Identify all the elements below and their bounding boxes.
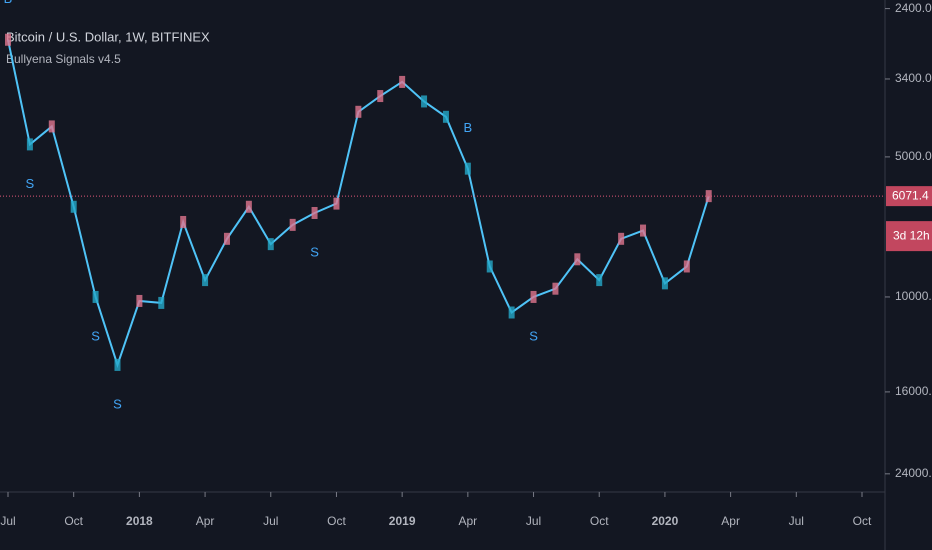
candle (442, 110, 449, 123)
candle (596, 274, 603, 287)
candle (640, 224, 647, 237)
candle (618, 232, 625, 245)
x-tick-label: Oct (590, 514, 609, 528)
candle (5, 33, 11, 46)
price-tag-label: 6071.4 (892, 188, 929, 202)
signal-label: B (4, 0, 13, 6)
x-tick-label: Oct (327, 514, 346, 528)
candle (311, 206, 318, 219)
candle (486, 260, 493, 273)
candle (267, 238, 274, 251)
x-tick-label: Jul (789, 514, 804, 528)
price-tag (886, 186, 932, 207)
signal-label: B (464, 120, 473, 135)
signal-label: S (310, 244, 319, 259)
x-tick-label: Apr (196, 514, 215, 528)
candle (180, 215, 187, 228)
candle (683, 260, 690, 273)
candle (355, 105, 362, 118)
candle (114, 358, 121, 371)
x-tick-label: Oct (853, 514, 872, 528)
candle (26, 138, 33, 151)
candle (289, 218, 296, 231)
countdown-label: 3d 12h (893, 228, 930, 242)
signal-label: S (529, 328, 538, 343)
signal-label: S (26, 176, 35, 191)
x-tick-label: 2019 (389, 514, 416, 528)
candle (202, 274, 209, 287)
y-tick-label: 5000.0 (895, 149, 932, 163)
x-tick-label: Apr (459, 514, 478, 528)
signal-label: S (91, 328, 100, 343)
x-tick-label: Oct (64, 514, 83, 528)
candle (48, 120, 55, 133)
candle (158, 296, 165, 309)
countdown-tag (886, 221, 932, 252)
chart-title: Bitcoin / U.S. Dollar, 1W, BITFINEX (6, 29, 210, 44)
x-tick-label: Jul (263, 514, 278, 528)
candle (574, 253, 581, 266)
x-tick-label: Apr (721, 514, 740, 528)
candle (399, 75, 406, 88)
indicator-name: Bullyena Signals v4.5 (6, 52, 121, 66)
candle (92, 290, 99, 303)
candle (530, 290, 537, 303)
candle (223, 232, 230, 245)
candle (245, 200, 252, 213)
y-tick-label: 24000.0 (895, 466, 932, 480)
x-tick-label: Jul (0, 514, 15, 528)
candle (70, 200, 77, 213)
candle (552, 282, 559, 295)
candle (661, 277, 668, 290)
candle (508, 306, 515, 319)
signal-label: S (113, 396, 122, 411)
y-tick-label: 10000.0 (895, 289, 932, 303)
candle (421, 95, 428, 108)
x-tick-label: 2020 (652, 514, 679, 528)
candle (333, 197, 340, 210)
candle (464, 162, 471, 175)
y-tick-label: 16000.0 (895, 384, 932, 398)
x-tick-label: 2018 (126, 514, 153, 528)
x-tick-label: Jul (526, 514, 541, 528)
y-tick-label: 3400.0 (895, 71, 932, 85)
candle (377, 90, 384, 103)
y-tick-label: 2400.0 (895, 1, 932, 15)
candle (136, 294, 143, 307)
